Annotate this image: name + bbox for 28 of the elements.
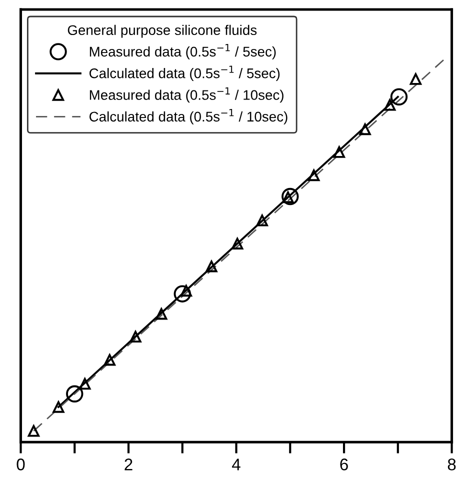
x-tick-label: 0 <box>16 458 25 470</box>
point <box>52 401 64 413</box>
point <box>206 260 218 272</box>
point <box>66 385 84 402</box>
x-tick-label: 6 <box>340 458 348 470</box>
legend-label: Measured data (0.5s$^{−1}$ / 10sec) <box>90 87 284 103</box>
legend-title: General purpose silicone fluids <box>68 24 257 38</box>
point <box>410 73 422 85</box>
point <box>104 354 116 366</box>
point <box>333 146 346 158</box>
point <box>28 425 40 437</box>
point <box>232 238 244 250</box>
point <box>308 169 320 182</box>
point <box>156 308 168 320</box>
x-tick-label: 8 <box>448 458 456 470</box>
point <box>359 123 371 136</box>
legend-label: Calculated data (0.5s$^{−1}$ / 5sec) <box>90 66 280 81</box>
point <box>130 330 142 343</box>
point <box>282 188 299 206</box>
point <box>390 88 408 106</box>
point <box>384 99 396 111</box>
legend-label: Measured data (0.5s$^{−1}$ / 5sec) <box>90 44 276 60</box>
point <box>79 378 91 390</box>
legend-label: Calculated data (0.5s$^{−1}$ / 10sec) <box>90 109 288 124</box>
x-tick-label: 2 <box>124 458 132 470</box>
x-tick-label: 4 <box>232 458 240 470</box>
point <box>174 285 191 302</box>
point <box>256 214 268 226</box>
